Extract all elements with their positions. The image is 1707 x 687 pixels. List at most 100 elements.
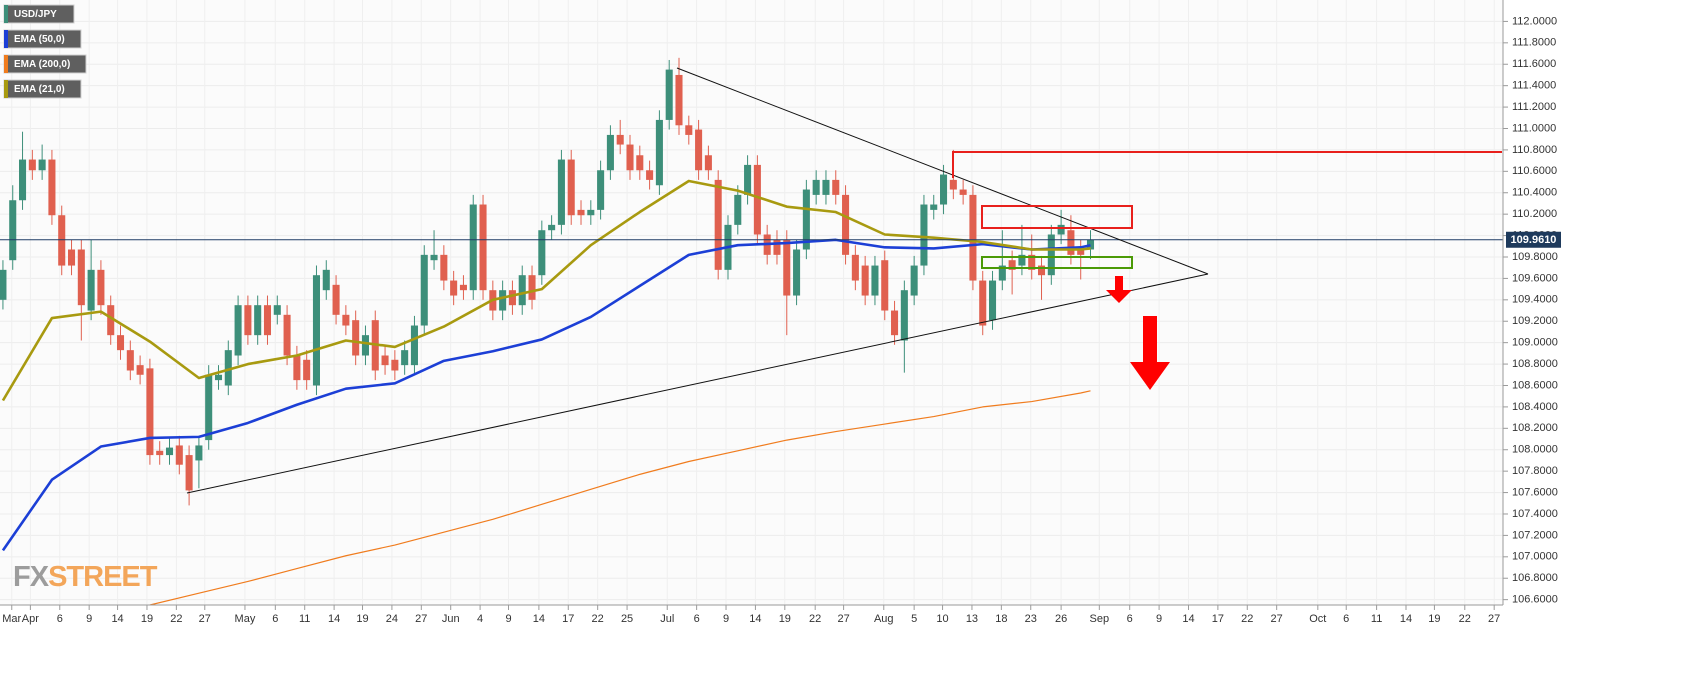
y-tick-label: 108.0000 — [1512, 444, 1558, 456]
candle-body — [77, 249, 85, 306]
x-tick-label: 6 — [57, 613, 63, 625]
y-tick-label: 108.6000 — [1512, 379, 1558, 391]
candle-body — [577, 209, 585, 216]
candle-body — [361, 335, 369, 356]
candle-body — [175, 445, 183, 465]
candle-body — [851, 254, 859, 281]
x-tick-label: 6 — [1127, 613, 1133, 625]
legend: USD/JPY EMA (50,0) EMA (200,0) EMA (21,0) — [3, 4, 87, 99]
legend-label: EMA (200,0) — [14, 59, 70, 70]
x-tick-label: 11 — [299, 613, 310, 625]
x-tick-label: 6 — [1343, 613, 1349, 625]
candle-body — [87, 269, 95, 311]
candle-body — [861, 265, 869, 296]
candle-body — [1077, 249, 1085, 255]
x-tick-label: Mar — [2, 613, 21, 625]
x-tick-label: Oct — [1309, 613, 1326, 625]
candle-body — [714, 179, 722, 270]
candle-body — [979, 280, 987, 326]
legend-swatch — [4, 5, 8, 23]
legend-label: EMA (50,0) — [14, 34, 65, 45]
candle-body — [312, 275, 320, 386]
candle-body — [224, 350, 232, 386]
x-tick-label: 27 — [1488, 613, 1500, 625]
x-tick-label: 23 — [1025, 613, 1037, 625]
candle-body — [440, 254, 448, 281]
candle-body — [146, 368, 154, 456]
candle-body — [9, 200, 17, 261]
candle-body — [1028, 254, 1036, 270]
x-tick-label: 17 — [1212, 613, 1224, 625]
annotations — [186, 67, 1502, 494]
x-tick-label: 17 — [562, 613, 574, 625]
arrow-small — [1106, 290, 1132, 303]
candle-body — [381, 355, 389, 366]
candle-body — [38, 159, 46, 171]
candle-body — [822, 179, 830, 195]
x-tick-label: 22 — [1459, 613, 1471, 625]
candle-body — [832, 179, 840, 195]
candle-body — [597, 170, 605, 210]
candle-body — [704, 155, 712, 171]
candle-body — [107, 305, 115, 336]
x-tick-label: 27 — [415, 613, 427, 625]
candle-body — [812, 179, 820, 195]
candle-body — [949, 179, 957, 190]
candle-body — [48, 159, 56, 216]
candle-body — [1086, 239, 1095, 250]
x-tick-label: 27 — [1271, 613, 1283, 625]
x-tick-label: 6 — [694, 613, 700, 625]
candle-body — [234, 305, 242, 356]
y-tick-label: 108.2000 — [1512, 422, 1558, 434]
candle-body — [675, 74, 683, 126]
candle-body — [636, 155, 644, 171]
candle-body — [989, 280, 997, 321]
y-tick-label: 110.4000 — [1512, 187, 1557, 199]
candle-body — [773, 239, 781, 255]
candle-body — [695, 129, 703, 171]
arrow-large — [1130, 362, 1170, 390]
y-tick-label: 110.2000 — [1512, 208, 1557, 220]
candle-body — [871, 265, 879, 296]
y-tick-label: 111.8000 — [1512, 37, 1556, 49]
x-tick-label: 14 — [533, 613, 545, 625]
y-tick-label: 107.4000 — [1512, 508, 1558, 520]
x-tick-label: 14 — [749, 613, 761, 625]
candle-body — [1037, 265, 1046, 276]
candle-body — [28, 159, 36, 171]
candle-body — [136, 365, 144, 375]
y-tick-label: 107.2000 — [1512, 529, 1558, 541]
x-tick-label: 13 — [966, 613, 978, 625]
y-tick-label: 108.8000 — [1512, 358, 1558, 370]
candle-body — [499, 290, 507, 311]
candle-body — [1067, 230, 1075, 255]
y-tick-label: 111.6000 — [1512, 58, 1556, 70]
candle-body — [283, 314, 291, 356]
candle-body — [959, 189, 967, 195]
candle-body — [606, 134, 614, 171]
candle-body — [185, 455, 193, 491]
candle-body — [342, 314, 350, 326]
candle-body — [969, 194, 977, 281]
y-tick-label: 109.0000 — [1512, 337, 1558, 349]
logo-street: STREET — [48, 561, 158, 593]
ema-line — [149, 390, 1091, 605]
candle-body — [401, 350, 409, 366]
x-tick-label: 11 — [1371, 613, 1382, 625]
candle-body — [410, 325, 418, 366]
x-tick-label: 14 — [111, 613, 123, 625]
legend-label: EMA (21,0) — [14, 84, 65, 95]
x-tick-label: 9 — [1156, 613, 1162, 625]
candle-body — [322, 269, 330, 291]
candle-body — [842, 194, 850, 255]
arrow-small — [1115, 276, 1123, 291]
candle-body — [391, 359, 399, 371]
x-tick-label: 10 — [936, 613, 948, 625]
candle-body — [587, 209, 595, 216]
x-tick-label: 14 — [1182, 613, 1194, 625]
x-tick-label: 9 — [505, 613, 511, 625]
x-tick-label: 26 — [1055, 613, 1067, 625]
y-tick-label: 109.4000 — [1512, 294, 1558, 306]
candle-body — [352, 320, 360, 356]
